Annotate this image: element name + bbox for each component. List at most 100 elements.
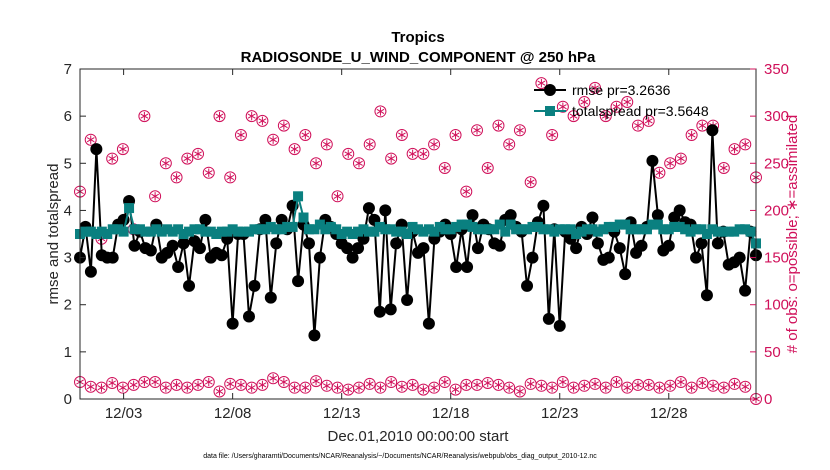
obs-possible-lower-point-star [365, 381, 374, 387]
obs-possible-upper-point-circle [138, 110, 151, 123]
rmse-point [493, 239, 506, 252]
totalspread-point [696, 224, 707, 235]
rmse-point [570, 242, 583, 255]
obs-possible-upper-point-circle [106, 152, 119, 165]
obs-possible-lower-point-star [215, 388, 224, 394]
obs-possible-upper-point-circle [245, 110, 258, 123]
totalspread-point [260, 224, 271, 235]
obs-possible-lower-point-circle [95, 381, 108, 394]
obs-possible-lower-point [428, 381, 441, 394]
obs-possible-lower-point [578, 379, 591, 392]
totalspread-point [96, 226, 107, 237]
obs-possible-lower-point-circle [299, 381, 312, 394]
obs-possible-upper-point-star [516, 127, 524, 133]
legend-spread-marker [545, 106, 555, 116]
totalspread-point [287, 221, 298, 232]
obs-possible-upper-point-star [344, 151, 353, 157]
obs-possible-upper-point-circle [331, 190, 344, 203]
rmse-point [199, 213, 212, 226]
totalspread-point [674, 221, 685, 232]
obs-possible-upper-point-star [322, 141, 331, 147]
obs-possible-lower-point [556, 376, 569, 389]
y-tick-label: 0 [64, 391, 72, 408]
obs-possible-upper-point [385, 152, 398, 165]
rmse-point [292, 275, 305, 288]
obs-possible-upper-point [642, 114, 655, 127]
obs-possible-upper-point-star [430, 141, 438, 147]
obs-possible-lower-point-circle [352, 381, 365, 394]
obs-possible-lower-point-star [580, 383, 589, 389]
obs-possible-upper-point-circle [674, 152, 687, 165]
y-tick-label: 3 [64, 250, 72, 267]
y-right-tick-label: 300 [764, 108, 789, 125]
obs-possible-upper-point [374, 105, 387, 118]
obs-possible-lower-point [202, 376, 215, 389]
obs-possible-lower-point [385, 376, 398, 389]
totalspread-point [233, 226, 244, 237]
obs-possible-lower-point-star [226, 381, 235, 387]
obs-possible-upper-point-star [494, 123, 503, 129]
rmse-point [215, 249, 228, 262]
obs-possible-lower-point-star [408, 382, 417, 388]
rmse-point [635, 239, 648, 252]
obs-possible-lower-point-star [129, 382, 138, 388]
x-axis-label: Dec.01,2010 00:00:00 start [328, 428, 510, 445]
rmse-point [591, 237, 604, 250]
totalspread-point [216, 226, 227, 237]
obs-possible-upper-point-star [644, 118, 653, 124]
rmse-point [711, 237, 724, 250]
totalspread-point [652, 219, 663, 230]
obs-possible-upper-point [631, 119, 644, 132]
totalspread-point [222, 226, 233, 237]
y-axis-right-label: # of obs: o=possible; ∗=assimilated [784, 115, 801, 354]
obs-possible-upper-point-circle [589, 81, 602, 94]
obs-possible-upper-point-circle [728, 143, 741, 156]
obs-possible-upper-point-star [580, 99, 589, 105]
totalspread-point [511, 224, 522, 235]
rmse-point [362, 202, 375, 215]
obs-possible-upper-point [224, 171, 237, 184]
obs-possible-upper-point [277, 119, 290, 132]
totalspread-point [445, 224, 456, 235]
totalspread-point [456, 219, 467, 230]
obs-possible-lower-point [674, 376, 687, 389]
x-tick-label: 12/08 [214, 405, 252, 422]
obs-possible-lower-point-star [440, 379, 449, 385]
rmse-point [586, 211, 599, 224]
rmse-point [422, 317, 435, 330]
rmse-point [226, 317, 239, 330]
obs-possible-upper-point-circle [599, 110, 612, 123]
obs-possible-upper-point-circle [352, 157, 365, 170]
rmse-point [90, 143, 103, 156]
obs-possible-lower-point-star [419, 387, 428, 393]
obs-possible-lower-point-star [398, 384, 406, 390]
totalspread-point [712, 226, 723, 237]
totalspread-point [603, 221, 614, 232]
obs-possible-lower-point-star [430, 385, 438, 391]
rmse-point [613, 242, 626, 255]
y-tick-label: 7 [64, 61, 72, 78]
obs-possible-upper-point-star [655, 170, 664, 176]
obs-possible-upper-point-star [612, 104, 621, 110]
totalspread-point [200, 226, 211, 237]
obs-possible-lower-point-circle [674, 376, 687, 389]
obs-possible-lower-point-star [333, 385, 342, 391]
totalspread-point [423, 224, 434, 235]
totalspread-point [265, 221, 276, 232]
obs-possible-upper-point-star [408, 151, 417, 157]
rmse-point [461, 261, 474, 273]
obs-possible-upper-point [428, 138, 441, 151]
rmse-point [379, 204, 392, 217]
obs-possible-lower-point [95, 381, 108, 394]
obs-possible-lower-point [739, 380, 752, 393]
totalspread-point [353, 226, 364, 237]
obs-possible-lower-point-star [730, 381, 739, 387]
obs-possible-upper-point-circle [267, 133, 280, 146]
totalspread-point [669, 221, 680, 232]
obs-possible-lower-point [685, 381, 698, 394]
totalspread-point [483, 224, 494, 235]
totalspread-point [472, 224, 483, 235]
obs-possible-lower-point-star [183, 385, 192, 391]
obs-possible-upper-point-star [226, 174, 235, 180]
obs-possible-upper-point-circle [685, 129, 698, 141]
